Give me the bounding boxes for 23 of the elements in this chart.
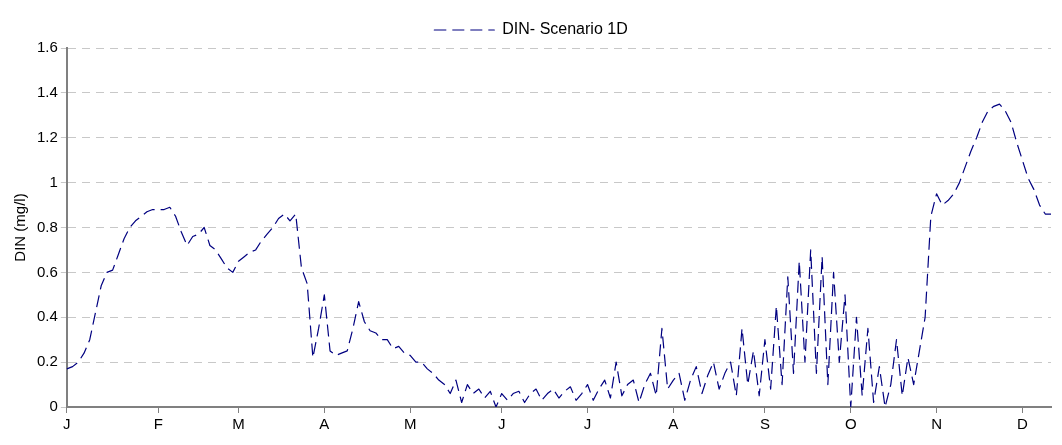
x-tick-label: M bbox=[403, 415, 417, 433]
x-tick-label: M bbox=[232, 415, 245, 433]
x-tick-label: F bbox=[153, 415, 163, 433]
x-tick-label: S bbox=[759, 415, 770, 433]
x-tick-label: J bbox=[497, 415, 506, 433]
x-tick-label: J bbox=[63, 415, 71, 433]
y-tick-label: 0.4 bbox=[36, 307, 58, 325]
x-tick-label: N bbox=[931, 415, 942, 433]
x-tick-label: O bbox=[844, 415, 857, 433]
x-tick-label: D bbox=[1016, 415, 1028, 433]
y-tick-label: 1.4 bbox=[36, 83, 58, 101]
x-tick-label: J bbox=[583, 415, 592, 433]
y-axis-title: DIN (mg/l) bbox=[11, 193, 29, 262]
y-tick-label: 1 bbox=[49, 172, 58, 190]
y-tick-label: 0.6 bbox=[36, 262, 58, 280]
legend-label: DIN- Scenario 1D bbox=[502, 20, 628, 38]
y-tick-label: 1.2 bbox=[36, 127, 58, 145]
y-tick-label: 0 bbox=[49, 397, 58, 415]
x-tick-label: A bbox=[668, 415, 679, 433]
x-tick-label: A bbox=[319, 415, 330, 433]
y-tick-label: 1.6 bbox=[36, 38, 58, 56]
y-tick-label: 0.8 bbox=[36, 217, 58, 235]
y-tick-label: 0.2 bbox=[36, 352, 58, 370]
